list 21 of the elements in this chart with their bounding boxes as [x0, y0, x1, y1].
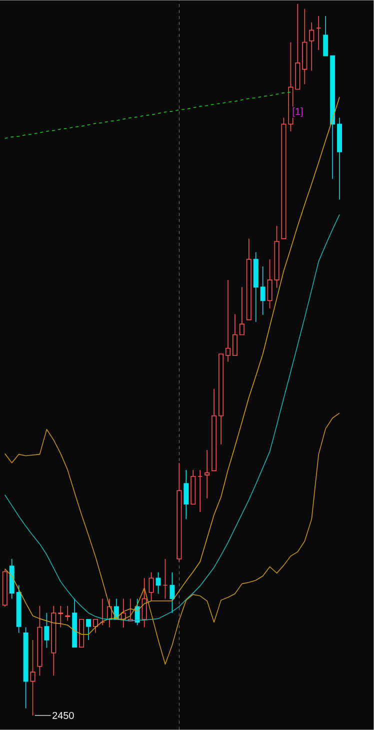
- candlestick: [142, 578, 147, 628]
- candlestick: [260, 266, 266, 316]
- candlestick: [148, 572, 154, 602]
- candlestick: [309, 22, 314, 72]
- candlestick: [65, 605, 70, 622]
- candlestick: [323, 16, 328, 56]
- candlestick: [44, 612, 50, 648]
- annotation: [1]: [293, 108, 303, 117]
- candlestick: [156, 572, 161, 594]
- candlestick: [184, 470, 189, 520]
- candlestick: [204, 450, 210, 499]
- candlestick: [30, 640, 36, 716]
- candlestick: [93, 618, 98, 634]
- candlestick: [170, 572, 175, 614]
- candlestick: [232, 314, 238, 356]
- candlestick: [226, 280, 231, 362]
- annotation: 2450: [52, 712, 74, 719]
- candlestick: [267, 258, 272, 309]
- candlestick: [86, 618, 92, 640]
- candlestick: [58, 605, 64, 628]
- candlestick: [240, 286, 245, 336]
